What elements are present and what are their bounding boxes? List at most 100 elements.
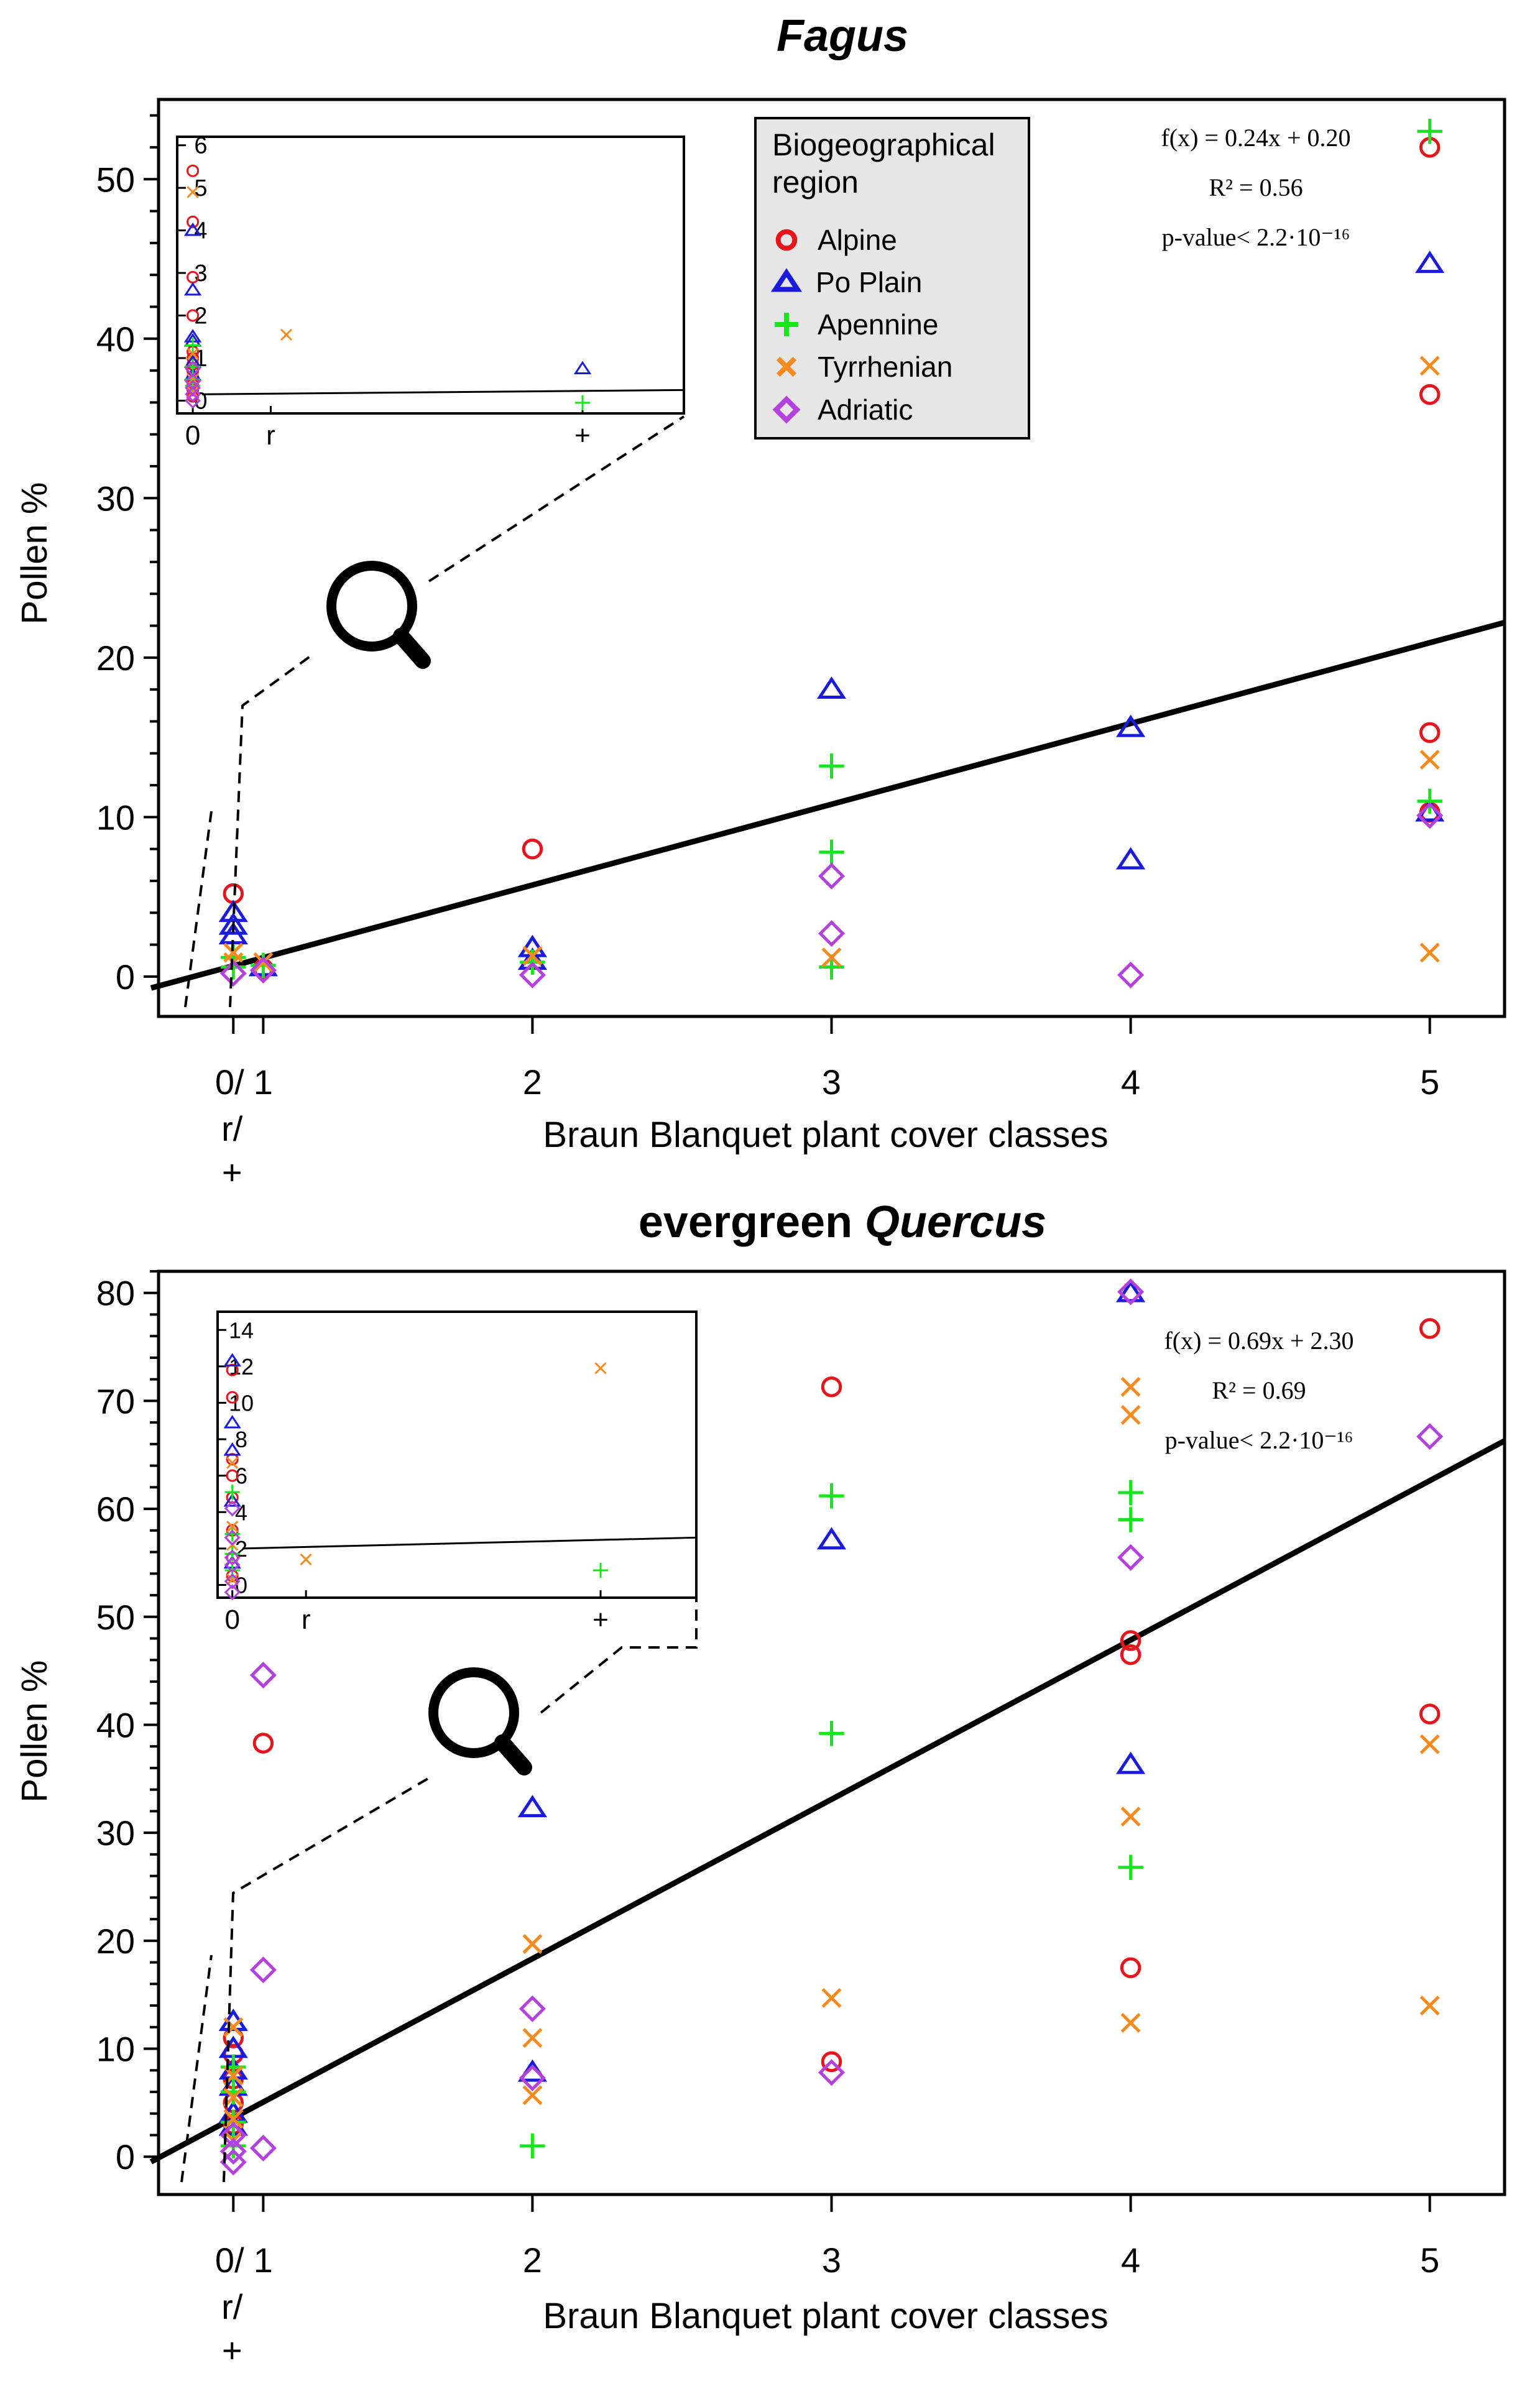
- chart-fagus-equation-r2: R² = 0.56: [1209, 173, 1303, 201]
- inset-point-po: [223, 1353, 241, 1367]
- y-tick-label: 40: [96, 320, 135, 359]
- inset-x-tick-label: +: [574, 420, 591, 451]
- inset-point-alpine: [187, 215, 200, 228]
- inset-point-adriatic: [185, 392, 201, 409]
- x-sub-label: r/: [221, 2287, 243, 2326]
- y-tick-label: 10: [96, 2030, 135, 2069]
- inset-point-tyrrhenian: [187, 386, 199, 398]
- chart-quercus-zoom-connector: [180, 1582, 698, 2183]
- y-tick-label: 50: [96, 160, 135, 199]
- point-alpine: [1120, 1644, 1141, 1665]
- inset-point-apennine: [574, 395, 591, 411]
- chart-fagus-x-axis: 0/1 2 3 4 5 r/ +: [215, 1016, 1439, 1192]
- point-apennine: [1417, 788, 1442, 814]
- inset-point-alpine: [226, 1469, 239, 1482]
- legend-markers: [770, 229, 803, 424]
- x-tick-label: 2: [523, 2241, 542, 2280]
- inset-regression-line: [201, 389, 685, 395]
- chart-quercus-equation-pvalue: p-value< 2.2·10⁻¹⁶: [1165, 1426, 1353, 1454]
- inset-point-tyrrhenian: [280, 328, 293, 341]
- inset-x-tick-label: +: [592, 1605, 609, 1635]
- x-tick-label: 1: [254, 1062, 273, 1102]
- point-po: [1116, 847, 1146, 870]
- point-tyrrhenian: [223, 2109, 244, 2129]
- inset-point-po: [573, 361, 592, 375]
- legend-marker-tyrrhenian: [776, 356, 797, 377]
- chart-quercus-inset-line-layer: [242, 1536, 697, 1550]
- chart-fagus-y-axis-label: Pollen %: [14, 482, 55, 625]
- point-alpine: [1419, 722, 1441, 744]
- point-tyrrhenian: [1419, 356, 1440, 376]
- point-tyrrhenian: [1120, 2012, 1141, 2033]
- inset-point-apennine: [185, 338, 201, 353]
- x-tick-label: 3: [822, 2241, 841, 2280]
- y-tick-label: 70: [96, 1381, 135, 1421]
- inset-point-adriatic: [224, 1557, 241, 1573]
- point-tyrrhenian: [821, 1987, 842, 2008]
- legend-title-line2: region: [772, 165, 859, 200]
- chart-quercus-title: evergreen Quercus: [639, 1197, 1046, 1247]
- y-tick-label: 20: [96, 1922, 135, 1961]
- point-adriatic: [1117, 1544, 1145, 1571]
- inset-point-tyrrhenian: [594, 1362, 607, 1375]
- point-adriatic: [249, 957, 277, 984]
- inset-y-tick-label: 5: [194, 175, 207, 201]
- legend-label-po-plain: Po Plain: [816, 266, 922, 298]
- legend-title-line1: Biogeographical: [772, 127, 995, 162]
- chart-quercus-inset-points: [223, 1353, 609, 1601]
- inset-y-tick-label: 14: [229, 1317, 254, 1343]
- x-tick-label: 2: [523, 1062, 542, 1102]
- chart-fagus-regression-layer: [150, 620, 1506, 991]
- point-apennine: [221, 954, 246, 980]
- point-adriatic: [249, 2134, 277, 2162]
- chart-fagus-inset-frame: [176, 136, 685, 415]
- chart-fagus-points: [218, 119, 1445, 988]
- inset-point-tyrrhenian: [226, 1521, 239, 1533]
- point-alpine: [1419, 384, 1441, 405]
- point-tyrrhenian: [821, 947, 842, 968]
- inset-y-tick-label: 2: [194, 303, 207, 329]
- chart-fagus-equation-pvalue: p-value< 2.2·10⁻¹⁶: [1162, 223, 1350, 251]
- inset-point-po: [223, 1442, 241, 1456]
- chart-quercus-inset-frame: [216, 1310, 698, 1599]
- chart-fagus-y-axis: 0 10 20 30 40 50: [96, 114, 159, 997]
- point-tyrrhenian: [223, 942, 244, 963]
- point-alpine: [1419, 1318, 1441, 1339]
- point-po: [816, 1527, 847, 1550]
- point-tyrrhenian: [1419, 749, 1440, 770]
- point-tyrrhenian: [1419, 1734, 1440, 1754]
- point-apennine: [819, 753, 844, 779]
- x-tick-label: 4: [1121, 1062, 1140, 1102]
- chart-quercus-regression-layer: [149, 1438, 1506, 2165]
- point-apennine: [520, 2133, 545, 2159]
- legend-marker-apennine: [775, 313, 798, 336]
- point-alpine: [821, 2051, 842, 2073]
- point-adriatic: [219, 2137, 247, 2165]
- inset-point-tyrrhenian: [300, 1553, 312, 1566]
- x-tick-label: 3: [822, 1062, 841, 1102]
- inset-y-tick-label: 2: [235, 1536, 247, 1562]
- inset-point-adriatic: [224, 1549, 241, 1566]
- inset-point-tyrrhenian: [187, 348, 199, 360]
- point-po: [218, 912, 248, 935]
- point-adriatic: [1416, 802, 1444, 829]
- point-adriatic: [519, 2064, 546, 2091]
- chart-quercus-y-axis: 0 10 20 30 40 50 60 70 80: [96, 1270, 159, 2176]
- inset-point-tyrrhenian: [187, 186, 199, 198]
- y-tick-label: 50: [96, 1598, 135, 1637]
- inset-point-adriatic: [224, 1573, 241, 1590]
- inset-point-adriatic: [224, 1500, 241, 1517]
- point-apennine: [1417, 119, 1442, 144]
- chart-fagus-title: Fagus: [777, 11, 908, 61]
- point-tyrrhenian: [253, 952, 274, 972]
- chart-fagus-equation: f(x) = 0.24x + 0.20 R² = 0.56 p-value< 2…: [1161, 124, 1350, 251]
- point-alpine: [522, 838, 543, 860]
- legend-marker-adriatic: [772, 395, 801, 424]
- y-tick-label: 30: [96, 1813, 135, 1853]
- inset-point-po: [223, 1493, 241, 1507]
- x-tick-label: 5: [1420, 2241, 1439, 2280]
- point-tyrrhenian: [1120, 1376, 1141, 1397]
- point-alpine: [1120, 1957, 1141, 1979]
